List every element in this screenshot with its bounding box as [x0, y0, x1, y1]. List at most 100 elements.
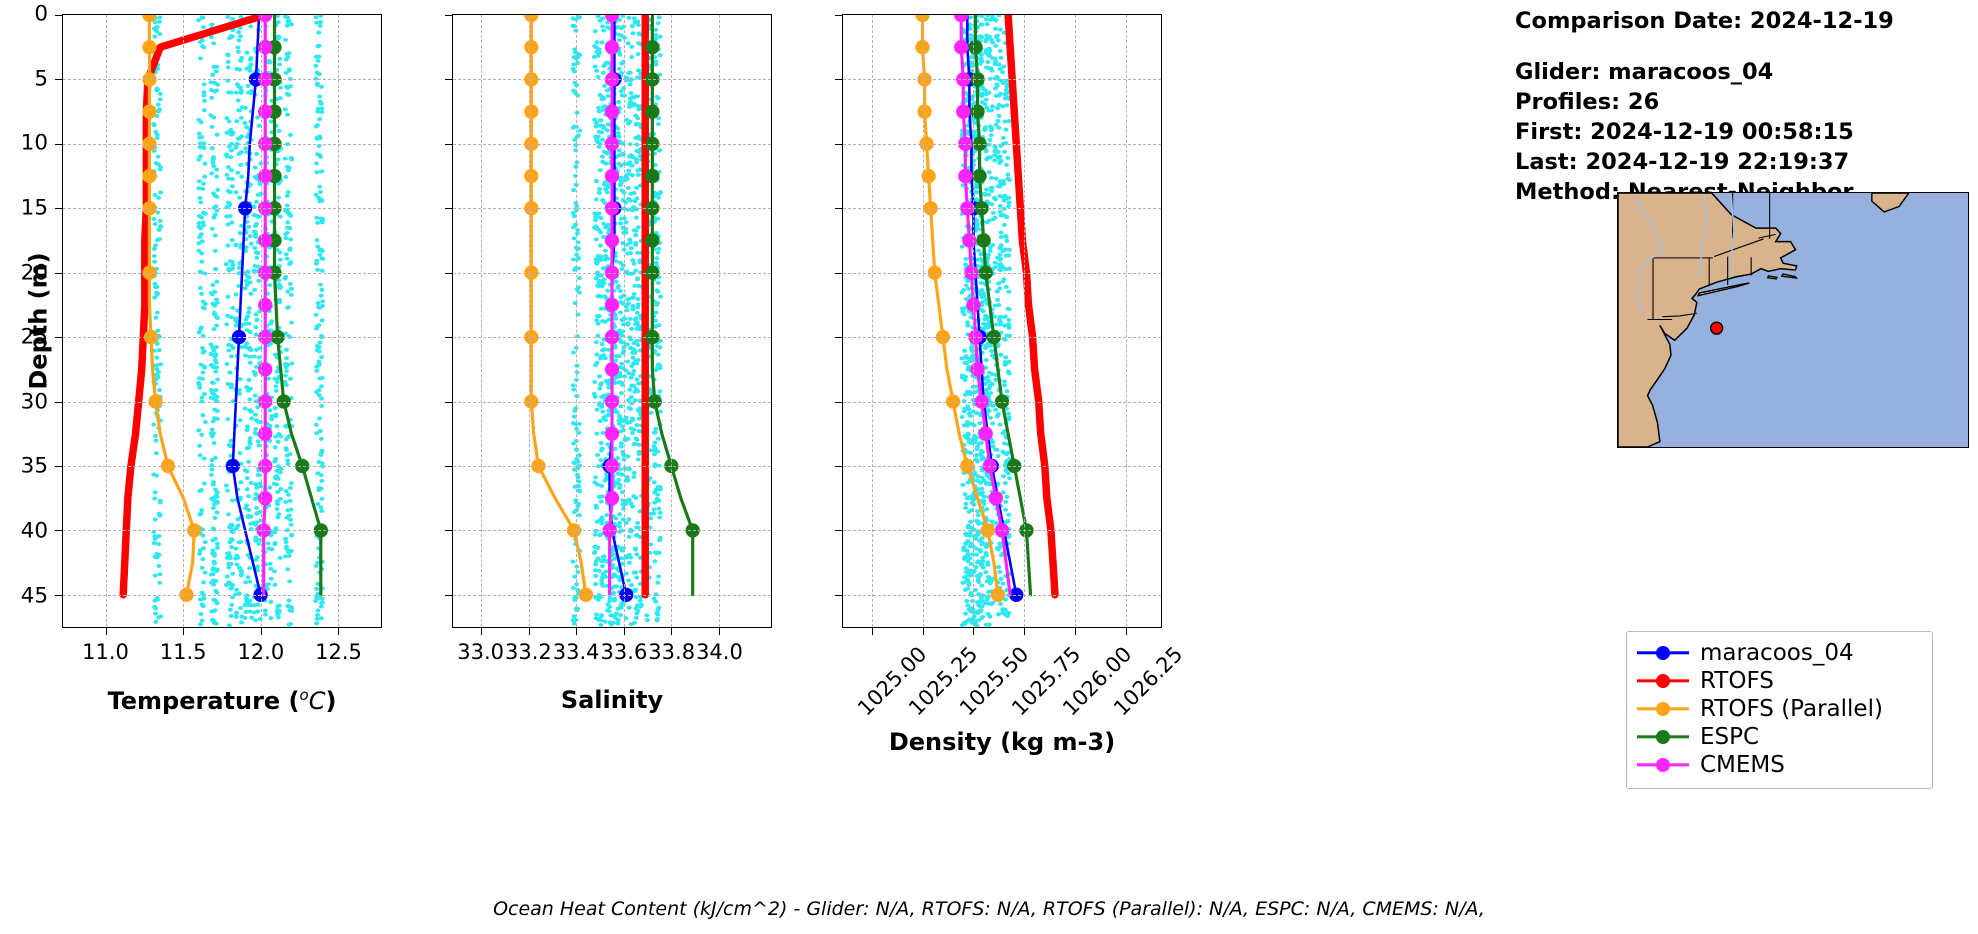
x-tick-label: 11.5: [159, 640, 207, 664]
state-border: [1713, 238, 1764, 258]
y-gridline: [453, 530, 771, 532]
legend-line-swatch: [1637, 674, 1689, 688]
x-gridline: [1075, 15, 1077, 627]
legend-line-swatch: [1637, 702, 1689, 716]
y-tick: [445, 337, 453, 339]
x-tick-label: 11.0: [82, 640, 129, 664]
y-gridline: [843, 465, 1161, 467]
legend-label: RTOFS: [1700, 668, 1774, 694]
data-point: [258, 426, 273, 441]
x-tick: [481, 627, 483, 635]
y-tick: [835, 530, 843, 532]
y-tick-label: 20: [20, 260, 48, 286]
x-tick: [106, 627, 108, 635]
data-point: [604, 104, 620, 119]
salinity-axes: [445, 14, 772, 635]
y-gridline: [63, 530, 381, 532]
legend-line-swatch: [1637, 730, 1689, 744]
legend-item-rtofs[interactable]: RTOFS: [1637, 667, 1922, 695]
y-gridline: [63, 208, 381, 210]
temperature-axes: [55, 14, 382, 635]
map-lon-tick: [1746, 447, 1748, 448]
data-point: [142, 104, 157, 119]
spacer: [1515, 36, 1975, 57]
river: [1634, 197, 1664, 315]
legend-label: ESPC: [1700, 724, 1760, 750]
data-point: [988, 490, 1004, 506]
data-point: [604, 40, 620, 55]
x-tick: [528, 627, 530, 635]
x-tick: [1024, 627, 1026, 635]
data-point: [524, 168, 539, 184]
data-point: [604, 233, 620, 248]
x-tick: [922, 627, 924, 635]
river: [1730, 195, 1735, 277]
data-point: [258, 104, 273, 119]
legend-item-cmems[interactable]: CMEMS: [1637, 751, 1922, 779]
y-tick: [835, 15, 843, 16]
temperature-panel: Depth (m) Temperature (oC) 11.0 11.5 12.0 1…: [21, 2, 382, 715]
map-lat-tick: [1617, 258, 1618, 260]
x-gridline: [623, 15, 625, 627]
data-point: [978, 426, 993, 441]
series-espc: [968, 15, 1034, 597]
y-tick-label: 0: [34, 1, 48, 27]
y-tick: [55, 530, 63, 532]
legend-item-maracoos-04[interactable]: maracoos_04: [1637, 639, 1922, 667]
y-gridline: [843, 272, 1161, 274]
nova-scotia: [1871, 193, 1910, 213]
glider-position-marker: [1709, 321, 1724, 335]
density-axis-title: Density (kg m-3): [888, 728, 1116, 756]
data-point: [258, 490, 273, 506]
x-tick: [718, 627, 720, 635]
y-gridline: [453, 594, 771, 596]
density-plot-area: [843, 15, 1161, 627]
data-point: [956, 104, 971, 119]
y-gridline: [63, 272, 381, 274]
island: [1766, 275, 1779, 280]
data-point: [972, 168, 987, 184]
y-gridline: [843, 143, 1161, 145]
y-tick: [55, 594, 63, 596]
map-lat-tick: [1617, 312, 1618, 314]
data-point: [645, 104, 660, 119]
data-point: [604, 490, 620, 506]
landmass: [1618, 193, 1798, 447]
x-tick-label: 33.2: [505, 640, 552, 664]
x-tick: [871, 627, 873, 635]
x-tick-label: 33.6: [600, 640, 648, 664]
data-point: [917, 104, 932, 119]
x-tick: [973, 627, 975, 635]
data-point: [258, 297, 273, 313]
data-point: [258, 362, 273, 377]
map-lat-tick: [1617, 366, 1618, 368]
y-tick: [55, 337, 63, 339]
map-lon-tick: [1795, 447, 1797, 448]
y-tick: [445, 465, 453, 467]
legend-item-espc[interactable]: ESPC: [1637, 723, 1922, 751]
salinity-panel: Salinity 33.0 33.2 33.4 33.6 33.8 34.0: [445, 14, 772, 714]
series-rtofs-parallel-: [524, 15, 594, 602]
x-tick-label: 33.8: [648, 640, 696, 664]
state-border: [1662, 312, 1697, 318]
x-gridline: [481, 15, 483, 627]
series-cmems: [256, 15, 273, 597]
x-gridline: [718, 15, 720, 627]
comparison-date-text: Comparison Date: 2024-12-19: [1515, 8, 1894, 34]
data-point: [962, 233, 977, 248]
y-gridline: [453, 143, 771, 145]
x-tick-label: 33.4: [552, 640, 600, 664]
metadata-block: Comparison Date: 2024-12-19 Glider: mara…: [1515, 6, 1975, 207]
data-point: [258, 15, 273, 23]
series-legend: maracoos_04 RTOFS RTOFS (Parallel) ESPC CMEM…: [1626, 631, 1933, 789]
x-tick: [1075, 627, 1077, 635]
legend-label: CMEMS: [1700, 752, 1785, 778]
data-point: [142, 15, 157, 23]
x-gridline: [576, 15, 578, 627]
legend-item-rtofs-parallel-[interactable]: RTOFS (Parallel): [1637, 695, 1922, 723]
y-tick: [55, 465, 63, 467]
data-point: [258, 40, 273, 55]
x-tick: [1126, 627, 1128, 635]
density-panel: Density (kg m-3) 1025.00 1025.25 1025.50 10…: [835, 14, 1188, 756]
